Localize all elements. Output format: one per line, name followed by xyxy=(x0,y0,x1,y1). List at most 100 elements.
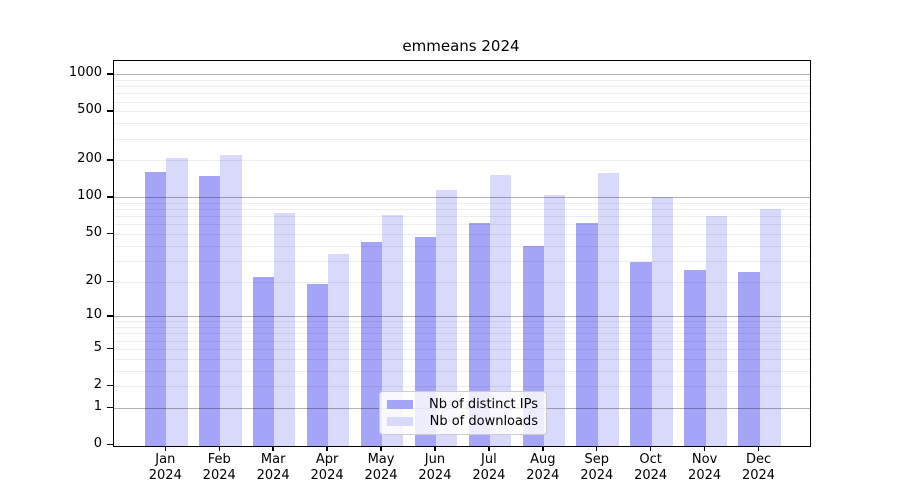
gridline-minor-3 xyxy=(114,370,810,372)
x-tick-feb xyxy=(218,446,220,451)
y-tick-label-0: 0 xyxy=(93,436,102,451)
x-tick-label-aug: Aug 2024 xyxy=(515,452,571,484)
gridline-major-100 xyxy=(114,197,810,199)
bar-distinct-ips-jul xyxy=(468,223,490,446)
x-tick-month: Dec xyxy=(745,452,772,467)
chart-title: emmeans 2024 xyxy=(402,37,520,55)
x-tick-year: 2024 xyxy=(310,468,344,483)
gridline-minor-90 xyxy=(114,202,810,204)
y-tick-500 xyxy=(107,110,113,112)
x-tick-year: 2024 xyxy=(741,468,776,483)
y-tick-label-1: 1 xyxy=(93,398,102,414)
x-tick-month: Oct xyxy=(639,452,662,467)
gridline-minor-20 xyxy=(114,281,810,283)
gridline-minor-80 xyxy=(114,209,810,211)
gridline-minor-300 xyxy=(114,138,810,140)
x-tick-label-may: May 2024 xyxy=(353,452,409,484)
x-tick-label-jan: Jan 2024 xyxy=(137,452,193,484)
gridline-minor-30 xyxy=(114,260,810,262)
x-tick-month: May xyxy=(367,452,395,467)
x-tick-apr xyxy=(326,446,328,451)
gridline-major-1000 xyxy=(114,74,810,76)
bar-downloads-feb xyxy=(220,154,242,446)
bar-downloads-jun xyxy=(435,189,458,446)
x-tick-month: Apr xyxy=(315,452,339,467)
y-tick-10 xyxy=(107,315,113,317)
bar-downloads-jul xyxy=(489,174,512,446)
gridline-minor-800 xyxy=(114,86,810,88)
gridline-minor-6 xyxy=(114,340,810,342)
x-tick-jan xyxy=(164,446,166,451)
x-tick-label-oct: Oct 2024 xyxy=(623,452,679,484)
bar-downloads-sep xyxy=(597,172,620,446)
x-tick-month: Feb xyxy=(207,452,231,467)
bar-downloads-mar xyxy=(274,213,296,446)
gridline-minor-900 xyxy=(114,79,810,81)
y-tick-label-50: 50 xyxy=(85,224,102,240)
x-tick-year: 2024 xyxy=(418,468,452,483)
gridline-minor-2 xyxy=(114,386,810,388)
y-tick-200 xyxy=(107,159,113,161)
x-tick-year: 2024 xyxy=(256,468,290,483)
y-tick-label-200: 200 xyxy=(77,151,102,167)
bar-distinct-ips-mar xyxy=(252,276,275,446)
x-tick-month: Jan xyxy=(155,452,176,467)
x-tick-label-apr: Apr 2024 xyxy=(299,452,355,484)
gridline-minor-500 xyxy=(114,111,810,113)
bar-downloads-nov xyxy=(705,216,727,446)
y-tick-label-500: 500 xyxy=(77,102,102,118)
bar-downloads-oct xyxy=(651,197,673,446)
gridline-minor-5 xyxy=(114,348,810,350)
x-tick-label-nov: Nov 2024 xyxy=(677,452,733,484)
y-tick-1000 xyxy=(107,73,113,75)
y-tick-label-20: 20 xyxy=(85,272,102,288)
x-tick-label-dec: Dec 2024 xyxy=(731,452,787,484)
x-tick-month: Jun xyxy=(424,452,446,467)
legend: Nb of distinct IPs Nb of downloads xyxy=(379,391,547,435)
bar-distinct-ips-dec xyxy=(738,272,760,446)
bar-distinct-ips-sep xyxy=(576,222,598,446)
gridline-minor-400 xyxy=(114,123,810,125)
gridline-minor-700 xyxy=(114,93,810,95)
x-tick-label-mar: Mar 2024 xyxy=(245,452,301,484)
y-tick-1 xyxy=(107,406,113,409)
x-tick-label-feb: Feb 2024 xyxy=(191,452,247,484)
bar-downloads-apr xyxy=(328,254,350,446)
x-tick-may xyxy=(380,446,382,451)
y-tick-0 xyxy=(107,444,113,446)
y-tick-100 xyxy=(107,196,113,198)
x-tick-month: Nov xyxy=(691,452,718,467)
bar-distinct-ips-oct xyxy=(630,262,652,446)
bar-downloads-may xyxy=(382,214,404,446)
x-tick-month: Sep xyxy=(584,452,609,467)
bar-downloads-jan xyxy=(166,158,188,446)
x-tick-year: 2024 xyxy=(364,468,398,483)
x-tick-sep xyxy=(596,446,598,451)
y-tick-label-2: 2 xyxy=(93,377,102,393)
x-tick-year: 2024 xyxy=(202,468,236,483)
x-tick-month: Aug xyxy=(530,452,556,467)
plot-area xyxy=(113,60,811,447)
legend-row-distinct-ips: Nb of distinct IPs xyxy=(387,396,538,413)
bar-distinct-ips-feb xyxy=(198,176,221,446)
x-tick-year: 2024 xyxy=(634,468,668,483)
y-tick-50 xyxy=(107,232,113,235)
x-tick-year: 2024 xyxy=(472,468,506,483)
bar-distinct-ips-may xyxy=(360,241,383,446)
gridline-minor-200 xyxy=(114,160,810,162)
y-tick-20 xyxy=(107,280,113,282)
x-tick-dec xyxy=(757,446,760,451)
x-tick-label-jun: Jun 2024 xyxy=(407,452,463,484)
gridline-minor-40 xyxy=(114,245,810,247)
y-tick-label-1000: 1000 xyxy=(68,65,102,81)
gridline-minor-4 xyxy=(114,358,810,360)
gridline-minor-70 xyxy=(114,216,810,218)
x-tick-month: Mar xyxy=(260,452,286,467)
x-tick-mar xyxy=(272,446,274,451)
legend-swatch-downloads xyxy=(387,417,413,426)
x-tick-jun xyxy=(434,446,436,451)
gridline-minor-60 xyxy=(114,224,810,226)
y-tick-label-5: 5 xyxy=(93,339,102,355)
bar-distinct-ips-apr xyxy=(306,284,329,446)
y-tick-2 xyxy=(107,385,113,387)
